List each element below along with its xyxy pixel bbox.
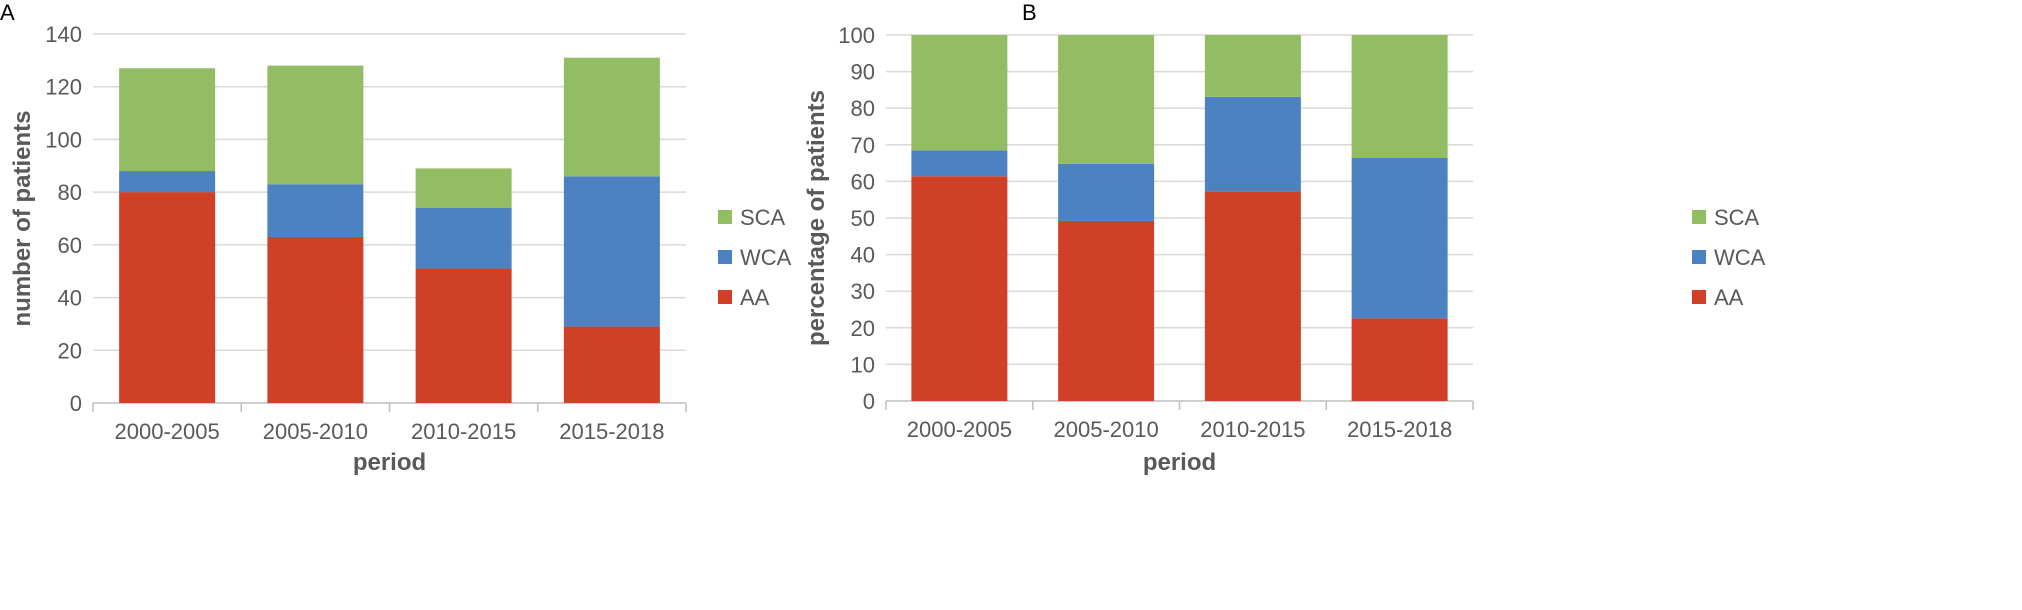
legend-swatch-aa [1692,290,1706,304]
bar-aa-2015-2018 [1351,318,1448,401]
y-tick-label: 100 [838,23,875,48]
y-tick-label: 40 [851,243,875,268]
x-tick-label: 2000-2005 [907,417,1012,442]
bar-wca-2010-2015 [1204,96,1301,192]
bar-sca-2000-2005 [119,68,216,172]
bar-wca-2000-2005 [119,171,216,193]
x-axis-title: period [1143,449,1216,476]
bar-wca-2015-2018 [563,176,660,327]
y-tick-label: 60 [58,233,82,258]
y-tick-label: 90 [851,60,875,85]
legend-label-aa: AA [740,285,770,310]
bar-wca-2000-2005 [911,150,1008,177]
y-tick-label: 0 [863,389,875,414]
bar-aa-2010-2015 [415,268,512,403]
bar-aa-2005-2010 [1058,220,1155,401]
y-tick-label: 140 [45,22,82,47]
y-tick-label: 100 [45,127,82,152]
y-tick-label: 60 [851,169,875,194]
bar-sca-2005-2010 [1058,35,1155,164]
bar-sca-2010-2015 [415,168,512,208]
y-tick-label: 10 [851,352,875,377]
bar-wca-2005-2010 [1058,163,1155,221]
x-axis-title: period [353,449,426,476]
legend-label-wca: WCA [1714,245,1766,270]
bar-sca-2015-2018 [1351,35,1448,158]
bar-sca-2000-2005 [911,35,1008,151]
bar-sca-2005-2010 [267,65,364,185]
panel-letter: A [0,0,15,25]
bar-sca-2015-2018 [563,57,660,177]
x-tick-label: 2000-2005 [115,419,220,444]
y-tick-label: 120 [45,75,82,100]
bar-aa-2005-2010 [267,236,364,403]
chart-A: A 0 20 40 60 80 100 120 140 2000-2005 2005-2010 201… [0,0,792,476]
legend-swatch-sca [1692,210,1706,224]
bar-wca-2010-2015 [415,207,512,269]
y-tick-label: 20 [58,338,82,363]
x-tick-label: 2005-2010 [263,419,368,444]
y-tick-label: 80 [851,96,875,121]
legend-label-wca: WCA [740,245,792,270]
bar-aa-2010-2015 [1204,191,1301,401]
y-tick-label: 30 [851,279,875,304]
x-tick-label: 2015-2018 [1347,417,1452,442]
bar-aa-2000-2005 [119,192,216,403]
y-tick-label: 80 [58,180,82,205]
chart-B: B 0 10 20 30 40 50 60 70 80 90 100 2000-2005 2005-201… [803,0,1766,476]
bar-aa-2000-2005 [911,176,1008,401]
y-tick-label: 50 [851,206,875,231]
y-tick-label: 0 [70,391,82,416]
y-tick-label: 70 [851,133,875,158]
x-tick-label: 2005-2010 [1054,417,1159,442]
legend-swatch-sca [718,210,732,224]
y-axis-title: number of patients [9,110,36,326]
panel-letter: B [1022,0,1037,25]
legend-swatch-aa [718,290,732,304]
x-tick-label: 2010-2015 [411,419,516,444]
y-tick-label: 40 [58,286,82,311]
bar-wca-2005-2010 [267,184,364,237]
y-axis-title: percentage of patients [803,90,830,346]
legend-label-sca: SCA [1714,205,1760,230]
bar-aa-2015-2018 [563,326,660,403]
legend-label-aa: AA [1714,285,1744,310]
bar-sca-2010-2015 [1204,35,1301,97]
x-tick-label: 2015-2018 [559,419,664,444]
y-tick-label: 20 [851,316,875,341]
legend-swatch-wca [718,250,732,264]
legend-swatch-wca [1692,250,1706,264]
legend-label-sca: SCA [740,205,786,230]
x-tick-label: 2010-2015 [1200,417,1305,442]
bar-wca-2015-2018 [1351,157,1448,319]
